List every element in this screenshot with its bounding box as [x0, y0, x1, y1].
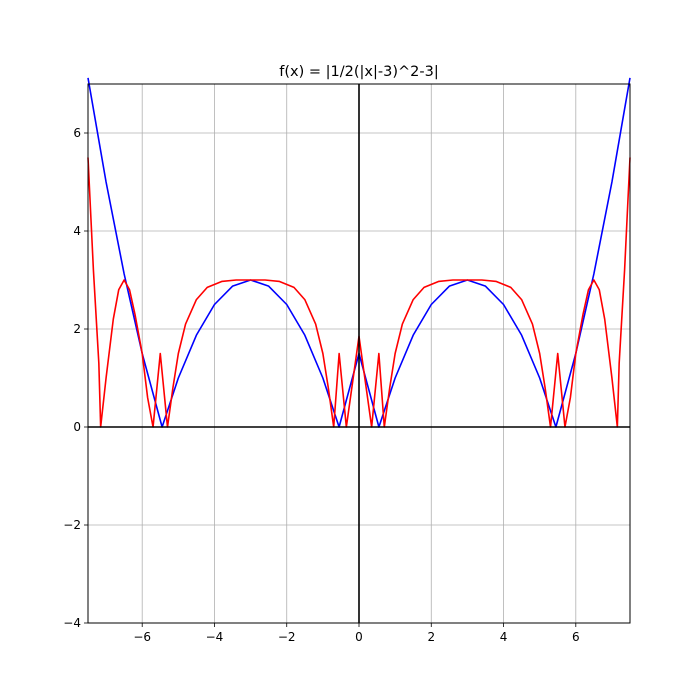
x-tick-label: 0: [355, 630, 363, 644]
y-tick-label: −2: [63, 518, 81, 532]
x-tick-label: −2: [278, 630, 296, 644]
y-tick-label: 0: [73, 420, 81, 434]
x-tick-label: −6: [133, 630, 151, 644]
chart-title: f(x) = |1/2(|x|-3)^2-3|: [279, 64, 438, 80]
x-tick-label: 6: [572, 630, 580, 644]
y-tick-label: 2: [73, 322, 81, 336]
x-tick-label: 2: [427, 630, 435, 644]
ticks: −6 −4 −2 0 2 4 6 −4 −2 0 2 4 6: [63, 126, 579, 644]
x-tick-label: −4: [206, 630, 224, 644]
y-tick-label: −4: [63, 616, 81, 630]
y-tick-label: 6: [73, 126, 81, 140]
zero-axes: [88, 84, 630, 623]
x-tick-label: 4: [500, 630, 508, 644]
y-tick-label: 4: [73, 224, 81, 238]
